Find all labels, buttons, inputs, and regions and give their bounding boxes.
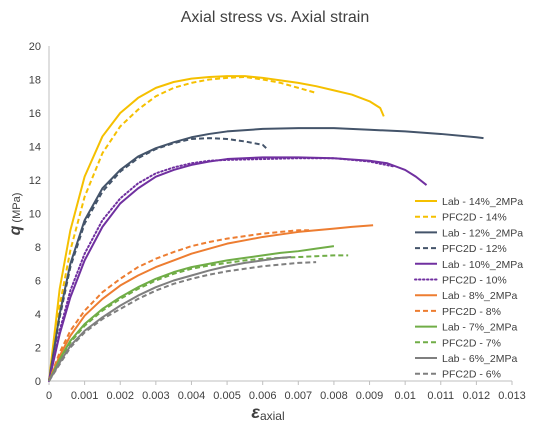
series-line-9: [48, 254, 349, 382]
series-line-1: [48, 75, 317, 382]
x-tick-label: 0.008: [320, 390, 348, 402]
x-tick-label: 0.007: [285, 390, 313, 402]
legend-label: PFC2D - 10%: [442, 275, 507, 287]
x-tick-label: 0.002: [106, 390, 134, 402]
y-tick-label: 16: [29, 108, 41, 120]
series-line-4: [48, 156, 428, 382]
y-tick-label: 14: [29, 142, 41, 154]
series-line-6: [48, 224, 374, 382]
legend-label: Lab - 8%_2MPa: [442, 290, 517, 302]
y-tick-label: 4: [35, 309, 41, 321]
x-tick-label: 0: [46, 390, 52, 402]
series-line-8: [48, 245, 335, 382]
series-line-2: [48, 127, 484, 382]
x-tick-label: 0.013: [498, 390, 526, 402]
series-line-0: [48, 75, 385, 382]
y-tick-label: 12: [29, 175, 41, 187]
x-tick-label: 0.011: [427, 390, 454, 402]
legend-label: Lab - 12%_2MPa: [442, 227, 523, 239]
y-axis-unit: (MPa): [11, 193, 23, 223]
x-tick-label: 0.005: [213, 390, 241, 402]
y-tick-label: 20: [29, 41, 41, 53]
legend-label: PFC2D - 12%: [442, 243, 507, 255]
legend-label: PFC2D - 7%: [442, 337, 501, 349]
legend-label: Lab - 10%_2MPa: [442, 259, 523, 271]
x-axis-label: εaxial: [251, 402, 284, 423]
x-axis-symbol: ε: [251, 402, 260, 422]
y-tick-label: 0: [35, 376, 41, 388]
y-tick-label: 2: [35, 343, 41, 355]
x-tick-labels: 0 0.001 0.002 0.003 0.004 0.005 0.006 0.007 0.00…: [46, 381, 526, 402]
y-tick-label: 18: [29, 75, 41, 87]
x-axis-subscript: axial: [260, 409, 285, 423]
legend-label: PFC2D - 14%: [442, 212, 507, 224]
y-axis-symbol: q: [7, 225, 24, 235]
series-lines: [48, 75, 484, 382]
legend-label: Lab - 14%_2MPa: [442, 196, 523, 208]
x-tick-label: 0.004: [178, 390, 206, 402]
x-tick-label: 0.012: [463, 390, 491, 402]
legend-label: Lab - 7%_2MPa: [442, 322, 517, 334]
y-tick-label: 6: [35, 276, 41, 288]
x-tick-label: 0.001: [71, 390, 99, 402]
series-line-7: [48, 229, 309, 382]
legend-label: PFC2D - 6%: [442, 369, 501, 381]
y-tick-labels: 0 2 4 6 8 10 12 14 16 18 20: [29, 41, 41, 388]
y-axis-label: q (MPa): [7, 193, 24, 236]
series-line-11: [48, 261, 317, 382]
y-tick-label: 10: [29, 209, 41, 221]
series-line-5: [48, 157, 396, 382]
x-tick-label: 0.009: [356, 390, 384, 402]
series-line-10: [48, 256, 292, 382]
x-tick-label: 0.006: [249, 390, 277, 402]
series-line-3: [48, 137, 267, 382]
plot-area: 0 0.001 0.002 0.003 0.004 0.005 0.006 0.007 0.00…: [29, 41, 526, 402]
x-tick-label: 0.01: [394, 390, 415, 402]
chart-title: Axial stress vs. Axial strain: [181, 9, 370, 26]
legend: Lab - 14%_2MPa PFC2D - 14% Lab - 12%_2MPa P…: [414, 196, 523, 381]
legend-label: PFC2D - 8%: [442, 306, 501, 318]
y-tick-label: 8: [35, 242, 41, 254]
legend-label: Lab - 6%_2MPa: [442, 353, 517, 365]
x-tick-label: 0.003: [142, 390, 170, 402]
